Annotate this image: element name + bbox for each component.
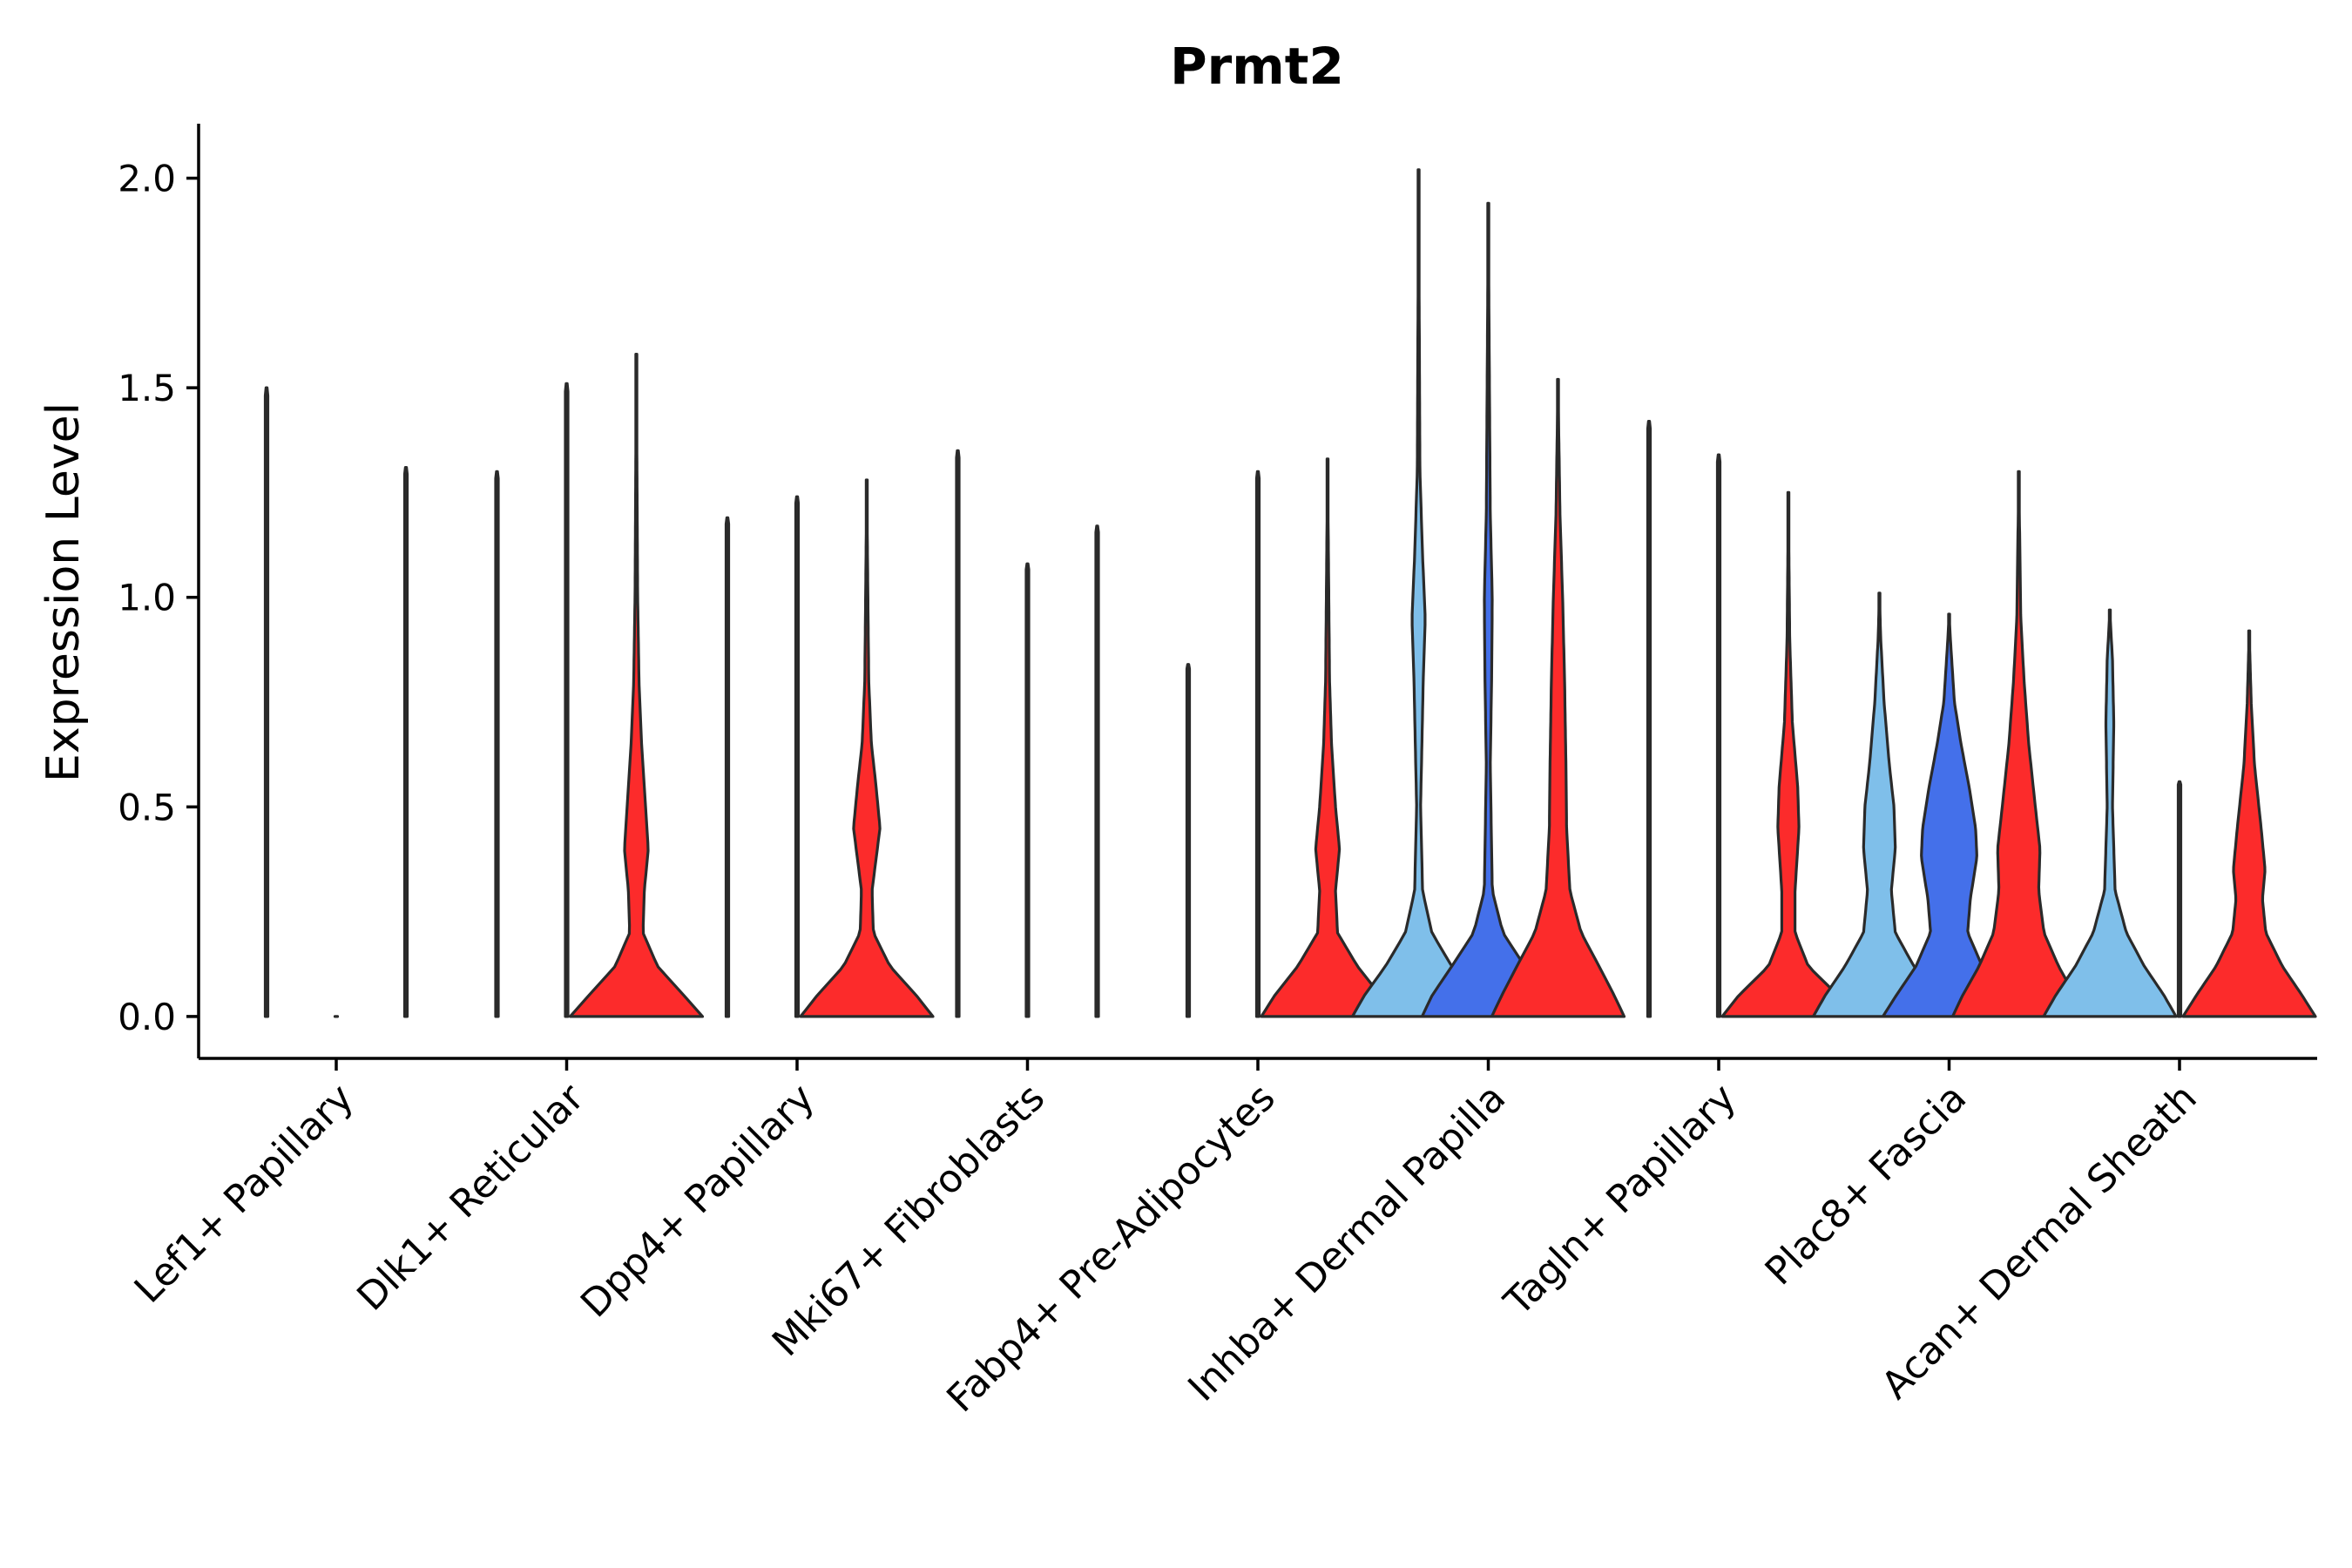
violin-7-light-blue bbox=[1646, 420, 1652, 1018]
y-tick-label: 1.0 bbox=[118, 577, 176, 619]
violin-5-red bbox=[1260, 457, 1396, 1018]
x-tick-label: Lef1+ Papillary bbox=[126, 1076, 362, 1312]
violin-9-light-blue bbox=[2042, 608, 2178, 1018]
violin-6-royal-blue bbox=[1420, 201, 1557, 1018]
violin-8-light-blue bbox=[1811, 591, 1948, 1018]
violin-9-red bbox=[2181, 629, 2317, 1018]
violin-8-red bbox=[1950, 470, 2087, 1018]
y-tick-label: 2.0 bbox=[118, 158, 176, 200]
x-tick-label: Tagln+ Papillary bbox=[1496, 1076, 1745, 1325]
y-tick-label: 0.0 bbox=[118, 996, 176, 1038]
violin-2-royal-blue bbox=[564, 382, 570, 1018]
y-tick-label: 1.5 bbox=[118, 367, 176, 409]
x-tick-label: Dpp4+ Papillary bbox=[572, 1076, 823, 1327]
y-tick-label: 0.5 bbox=[118, 786, 176, 828]
y-axis-label: Expression Level bbox=[37, 402, 90, 782]
violin-6-red bbox=[1490, 377, 1626, 1018]
violin-9-royal-blue bbox=[2176, 780, 2183, 1018]
chart-title: Prmt2 bbox=[1170, 37, 1344, 96]
violin-6-light-blue bbox=[1350, 168, 1487, 1018]
violin-2-red bbox=[568, 353, 705, 1018]
violin-4-royal-blue bbox=[1024, 562, 1031, 1018]
violin-7-red bbox=[1720, 490, 1856, 1018]
violin-3-light-blue bbox=[724, 516, 731, 1018]
x-tick-label: Plac8+ Fascia bbox=[1757, 1076, 1976, 1294]
violin-5-light-blue bbox=[1185, 663, 1192, 1018]
violin-3-royal-blue bbox=[794, 495, 801, 1018]
plot-area bbox=[263, 168, 2317, 1018]
violin-5-royal-blue bbox=[1254, 470, 1261, 1018]
violin-2-light-blue bbox=[494, 470, 500, 1018]
violin-4-red bbox=[1094, 524, 1100, 1018]
violin-3-red bbox=[799, 478, 935, 1018]
violin-1-light-blue bbox=[263, 386, 270, 1018]
violin-7-royal-blue bbox=[1715, 453, 1722, 1018]
violin-4-light-blue bbox=[955, 449, 961, 1018]
violin-8-royal-blue bbox=[1881, 612, 2017, 1018]
x-tick-label: Dlk1+ Reticular bbox=[348, 1075, 593, 1320]
violin-1-red bbox=[402, 466, 409, 1018]
